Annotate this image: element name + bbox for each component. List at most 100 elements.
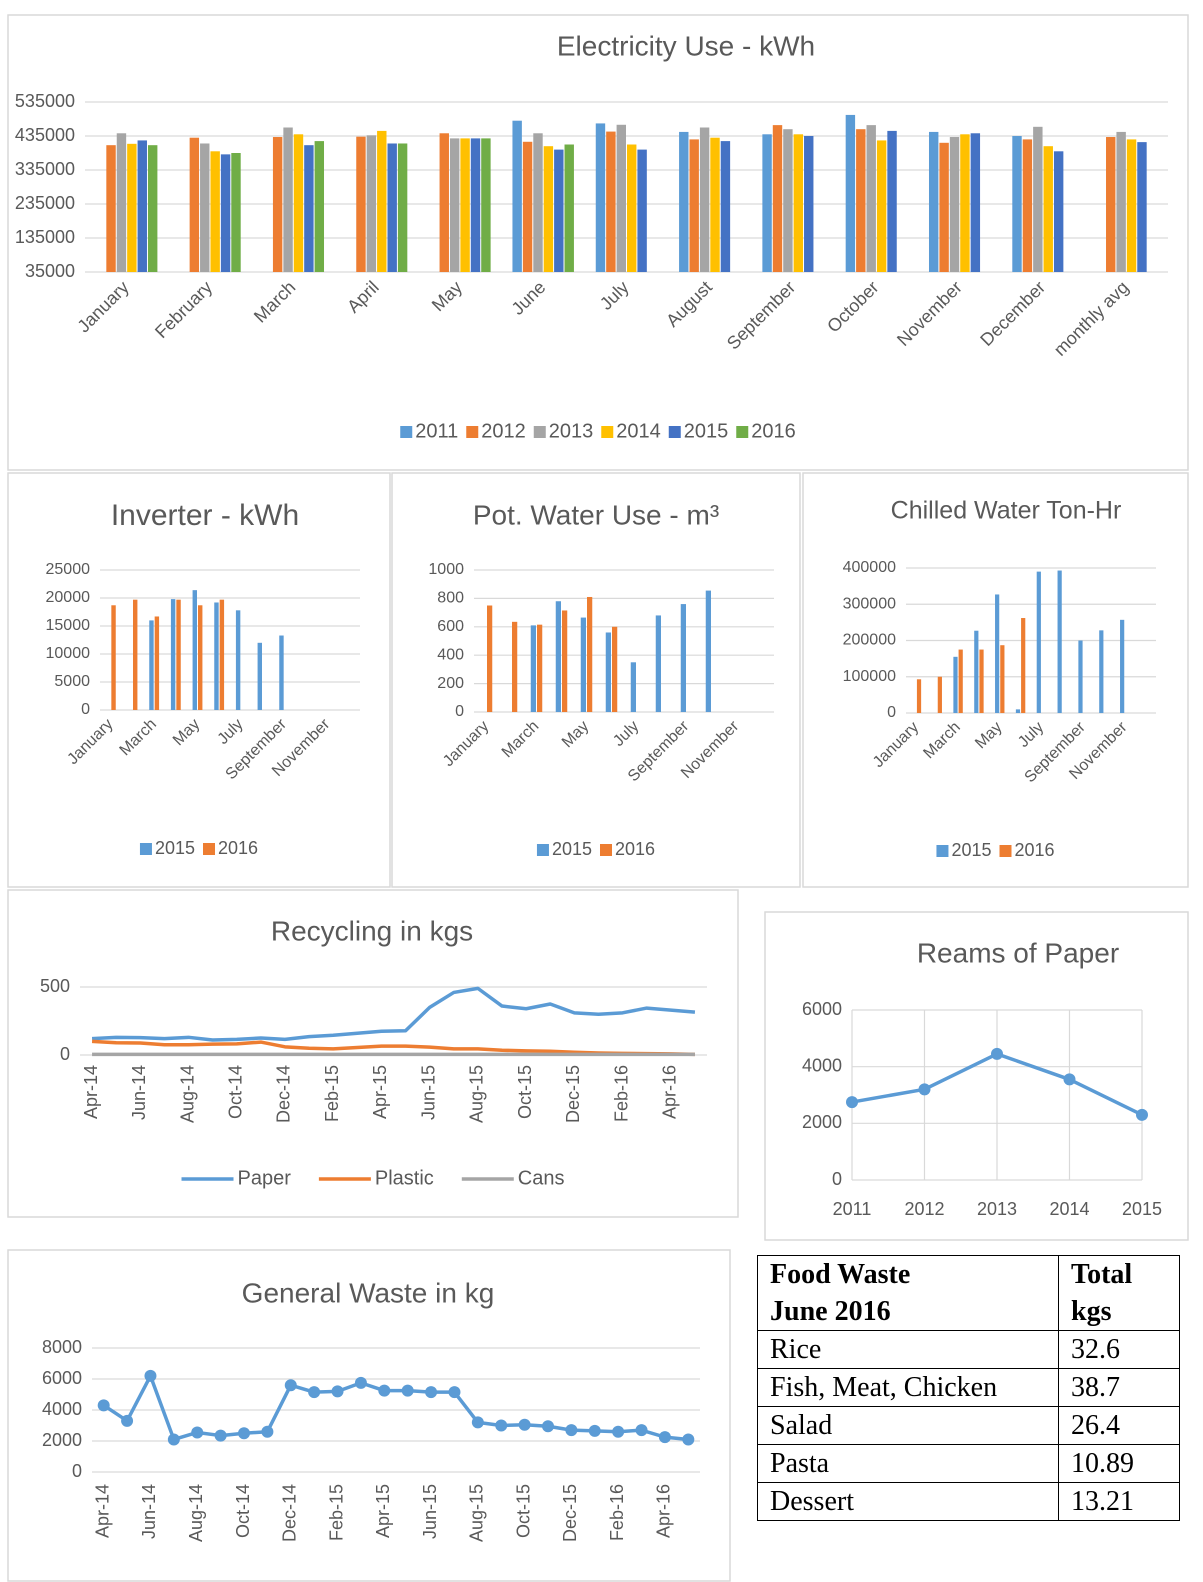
chart-frame bbox=[7, 1249, 731, 1582]
bar bbox=[220, 154, 231, 272]
x-tick-label: Apr-15 bbox=[370, 1065, 390, 1119]
table-cell: 32.6 bbox=[1058, 1330, 1180, 1369]
table-cell: 13.21 bbox=[1058, 1482, 1180, 1521]
bar bbox=[1078, 640, 1083, 713]
marker bbox=[97, 1399, 110, 1412]
legend-swatch bbox=[203, 843, 215, 855]
bar bbox=[710, 137, 720, 272]
table-row: Fish, Meat, Chicken 38.7 bbox=[757, 1368, 1180, 1407]
bar bbox=[887, 130, 897, 272]
bar bbox=[1120, 619, 1125, 713]
bar bbox=[637, 149, 647, 272]
legend-swatch bbox=[466, 426, 479, 438]
legend-label: 2015 bbox=[155, 838, 195, 858]
bar bbox=[974, 630, 979, 713]
bar bbox=[137, 140, 147, 272]
bar bbox=[1043, 146, 1053, 272]
y-tick-label: 100000 bbox=[843, 668, 896, 685]
marker bbox=[425, 1386, 438, 1399]
marker bbox=[238, 1427, 250, 1440]
bar bbox=[928, 131, 939, 272]
x-tick-label: Oct-14 bbox=[226, 1065, 246, 1119]
bar bbox=[487, 605, 493, 712]
x-tick-label: Dec-14 bbox=[280, 1484, 300, 1542]
marker bbox=[331, 1385, 344, 1398]
marker bbox=[918, 1083, 931, 1096]
chart-title: Recycling in kgs bbox=[271, 915, 473, 946]
bar bbox=[314, 141, 325, 272]
legend-label: Paper bbox=[238, 1167, 292, 1189]
y-tick-label: 300000 bbox=[843, 595, 896, 612]
y-tick-label: 1000 bbox=[428, 561, 464, 578]
legend-label: 2016 bbox=[218, 838, 258, 858]
bar bbox=[210, 151, 220, 272]
table-row: Salad 26.4 bbox=[757, 1406, 1180, 1445]
x-tick-label: Apr-16 bbox=[660, 1065, 680, 1119]
marker bbox=[471, 1416, 484, 1429]
x-tick-label: Feb-16 bbox=[611, 1065, 631, 1122]
x-tick-label: Jun-15 bbox=[418, 1065, 438, 1120]
bar bbox=[580, 617, 586, 712]
legend-label: 2016 bbox=[1015, 840, 1055, 860]
line bbox=[91, 986, 696, 1042]
bar bbox=[533, 133, 543, 272]
bar bbox=[1000, 645, 1005, 713]
bar bbox=[856, 129, 866, 272]
bar bbox=[214, 602, 219, 710]
legend: 2011 2012 2013 2014 2015 2016 bbox=[400, 420, 796, 442]
table-cell: Salad bbox=[757, 1406, 1059, 1445]
y-tick-label: 8000 bbox=[42, 1337, 82, 1357]
bar bbox=[133, 599, 138, 710]
legend: 2015 2016 bbox=[139, 838, 258, 858]
x-tick-label: Feb-16 bbox=[607, 1484, 627, 1541]
table-row: Dessert 13.21 bbox=[757, 1482, 1180, 1521]
bar bbox=[655, 615, 661, 712]
bar bbox=[356, 136, 366, 272]
bar bbox=[804, 136, 814, 272]
legend-swatch bbox=[601, 426, 614, 438]
y-tick-label: 0 bbox=[81, 701, 90, 718]
y-tick-label: 535000 bbox=[15, 91, 75, 111]
x-tick-label: 2012 bbox=[904, 1199, 944, 1219]
y-tick-label: 35000 bbox=[25, 261, 75, 281]
marker bbox=[658, 1431, 671, 1444]
bar bbox=[231, 153, 241, 272]
marker bbox=[682, 1433, 695, 1446]
table-header: Food Waste June 2016 Total kgs bbox=[757, 1255, 1180, 1331]
x-tick-label: Apr-16 bbox=[654, 1484, 674, 1538]
bar bbox=[587, 596, 593, 712]
legend-label: 2016 bbox=[615, 839, 655, 859]
table-row: Pasta 10.89 bbox=[757, 1444, 1180, 1483]
marker bbox=[378, 1384, 391, 1397]
bar bbox=[189, 137, 200, 272]
x-tick-label: Apr-15 bbox=[373, 1484, 393, 1538]
bar bbox=[783, 129, 793, 272]
table-body: Rice 32.6 Fish, Meat, Chicken 38.7 Salad 26.4… bbox=[757, 1330, 1180, 1521]
x-tick-label: 2015 bbox=[1122, 1199, 1162, 1219]
bar bbox=[953, 656, 958, 713]
bar bbox=[970, 133, 981, 272]
bar bbox=[127, 143, 137, 272]
y-tick-label: 25000 bbox=[46, 561, 91, 578]
bar bbox=[1012, 136, 1022, 272]
y-tick-label: 4000 bbox=[42, 1399, 82, 1419]
food-waste-table: Food Waste June 2016 Total kgs Rice 32.6 Fis… bbox=[757, 1255, 1180, 1521]
y-tick-label: 0 bbox=[60, 1044, 70, 1064]
legend: 2015 2016 bbox=[936, 840, 1055, 860]
bar bbox=[939, 142, 949, 272]
bar bbox=[293, 134, 304, 272]
bar bbox=[627, 144, 637, 272]
bar bbox=[170, 599, 176, 710]
marker bbox=[401, 1384, 414, 1397]
bar bbox=[1022, 139, 1033, 272]
legend-swatch bbox=[999, 845, 1012, 857]
bar bbox=[304, 145, 314, 272]
marker bbox=[612, 1425, 625, 1438]
bar bbox=[705, 590, 711, 712]
legend-label: Plastic bbox=[375, 1167, 434, 1189]
bar bbox=[1036, 571, 1041, 713]
chart-frame bbox=[391, 472, 801, 888]
table-row: Rice 32.6 bbox=[757, 1330, 1180, 1369]
header-cell: Food Waste June 2016 bbox=[757, 1255, 1059, 1331]
